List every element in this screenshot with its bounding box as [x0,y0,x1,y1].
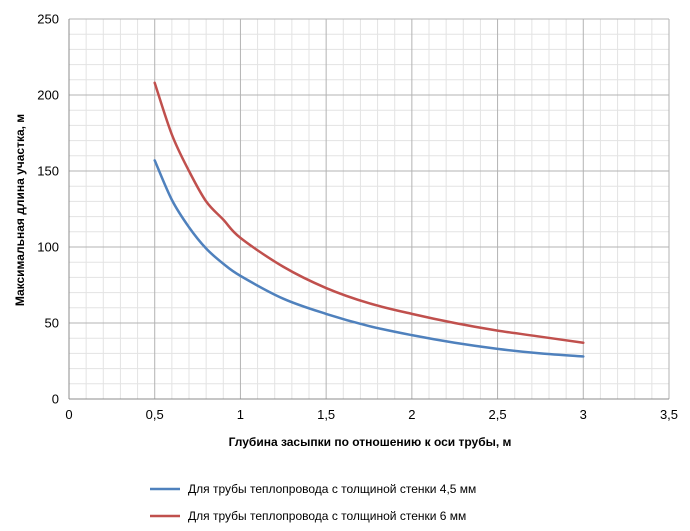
series-layer [153,81,585,358]
y-tick-label: 50 [45,316,59,331]
x-tick-label: 2 [408,407,415,422]
y-axis-title: Максимальная длина участка, м [13,114,27,306]
x-tick-label: 3 [580,407,587,422]
y-tick-label: 250 [37,12,59,27]
y-tick-labels: 0 50 100 150 200 250 [37,12,59,407]
legend-label-series-1: Для трубы теплопровода с толщиной стенки… [188,482,476,496]
x-tick-label: 0 [65,407,72,422]
y-tick-label: 150 [37,164,59,179]
y-tick-label: 200 [37,88,59,103]
legend: Для трубы теплопровода с толщиной стенки… [150,482,476,523]
x-tick-label: 1 [237,407,244,422]
series-line-2 [153,81,585,345]
x-tick-labels: 0 0,5 1 1,5 2 2,5 3 3,5 [65,407,678,422]
y-tick-label: 0 [52,392,59,407]
minor-gridlines [69,19,669,399]
series-line-1 [153,159,585,358]
y-tick-label: 100 [37,240,59,255]
legend-label-series-2: Для трубы теплопровода с толщиной стенки… [188,509,466,523]
major-gridlines [68,18,670,400]
x-tick-label: 3,5 [660,407,678,422]
x-axis-title: Глубина засыпки по отношению к оси трубы… [229,435,512,449]
x-tick-label: 0,5 [146,407,164,422]
x-tick-label: 2,5 [489,407,507,422]
x-tick-label: 1,5 [317,407,335,422]
